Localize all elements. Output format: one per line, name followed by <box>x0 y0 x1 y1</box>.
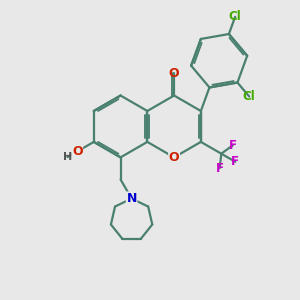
Text: O: O <box>169 67 179 80</box>
Text: Cl: Cl <box>229 11 242 23</box>
Text: H: H <box>63 152 72 162</box>
Text: F: F <box>231 155 239 168</box>
Text: F: F <box>229 139 237 152</box>
Text: N: N <box>126 192 137 205</box>
Text: Cl: Cl <box>243 90 256 103</box>
Text: F: F <box>216 162 224 175</box>
Text: O: O <box>72 145 83 158</box>
Text: O: O <box>169 151 179 164</box>
